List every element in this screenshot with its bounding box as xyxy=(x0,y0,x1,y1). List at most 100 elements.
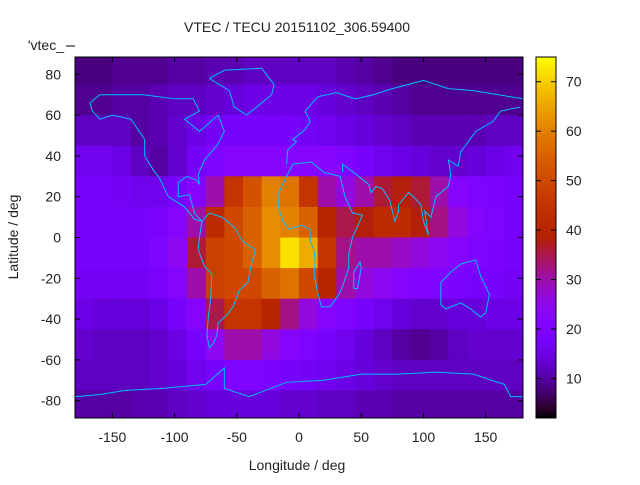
heatmap-cell xyxy=(429,237,449,269)
heatmap-cell xyxy=(317,115,337,147)
heatmap-cell xyxy=(93,145,113,177)
heatmap-cell xyxy=(75,237,95,269)
heatmap-cell xyxy=(131,115,151,147)
heatmap-cell xyxy=(261,84,281,116)
heatmap-cell xyxy=(280,145,300,177)
colorbar-tick-label: 20 xyxy=(566,321,582,337)
heatmap-cell xyxy=(411,359,431,391)
y-tick-label: -60 xyxy=(41,352,61,368)
heatmap-cell xyxy=(168,145,188,177)
heatmap-cell xyxy=(149,268,169,300)
heatmap-cell xyxy=(261,268,281,300)
heatmap-cell xyxy=(261,206,281,238)
heatmap-cell xyxy=(355,145,375,177)
heatmap-cell xyxy=(224,268,244,300)
heatmap-cell xyxy=(317,84,337,116)
heatmap-cell xyxy=(205,206,225,238)
heatmap-cell xyxy=(187,237,207,269)
heatmap-cell xyxy=(224,57,244,86)
heatmap-cell xyxy=(168,359,188,391)
heatmap-cell xyxy=(149,57,169,86)
coastline-south-america xyxy=(197,212,257,349)
heatmap-cell xyxy=(261,390,281,418)
y-axis: 80 60 40 20 0 -20 -40 -60 -80 xyxy=(41,66,523,409)
heatmap-cell xyxy=(373,145,393,177)
heatmap-cell xyxy=(448,115,468,147)
heatmap-cell xyxy=(75,268,95,300)
heatmap-cell xyxy=(485,84,505,116)
heatmap-cell xyxy=(467,57,487,86)
heatmap-cell xyxy=(317,237,337,269)
heatmap-cell xyxy=(224,206,244,238)
heatmap-cell xyxy=(168,57,188,86)
y-tick-label: 40 xyxy=(45,148,61,164)
heatmap-cell xyxy=(299,176,319,208)
heatmap-cell xyxy=(280,206,300,238)
heatmap-cell xyxy=(149,176,169,208)
heatmap-cell xyxy=(243,237,263,269)
heatmap-cell xyxy=(485,359,505,391)
heatmap-cell xyxy=(336,268,356,300)
heatmap-cell xyxy=(317,359,337,391)
heatmap-cell xyxy=(355,176,375,208)
heatmap-cell xyxy=(411,268,431,300)
heatmap-cell xyxy=(336,298,356,330)
heatmap-cell xyxy=(411,176,431,208)
heatmap-cell xyxy=(93,206,113,238)
heatmap-cell xyxy=(112,206,132,238)
legend-label: 'vtec_ xyxy=(28,37,64,53)
heatmap-cell xyxy=(336,206,356,238)
heatmap-cell xyxy=(429,298,449,330)
coastlines xyxy=(75,67,523,398)
heatmap-cell xyxy=(373,57,393,86)
heatmap-cell xyxy=(243,57,263,86)
heatmap-cell xyxy=(75,115,95,147)
heatmap-cell xyxy=(205,145,225,177)
heatmap-cell xyxy=(504,176,523,208)
heatmap-cell xyxy=(112,176,132,208)
heatmap-cell xyxy=(224,298,244,330)
heatmap-cell xyxy=(224,390,244,418)
heatmap-cell xyxy=(392,298,412,330)
heatmap-cell xyxy=(485,390,505,418)
heatmap-cell xyxy=(392,206,412,238)
y-tick-label: -80 xyxy=(41,393,61,409)
heatmap-cell xyxy=(336,57,356,86)
colorbar-tick-label: 40 xyxy=(566,222,582,238)
heatmap-cell xyxy=(504,206,523,238)
heatmap-cell xyxy=(411,57,431,86)
heatmap-cell xyxy=(75,176,95,208)
heatmap-cell xyxy=(392,84,412,116)
heatmap-cell xyxy=(280,298,300,330)
heatmap-cell xyxy=(392,359,412,391)
colorbar-ticks: 70 60 50 40 30 20 10 xyxy=(536,74,582,386)
heatmap-cell xyxy=(355,115,375,147)
heatmap-cell xyxy=(280,329,300,361)
heatmap-cell xyxy=(355,329,375,361)
heatmap-cell xyxy=(429,84,449,116)
heatmap-cell xyxy=(485,145,505,177)
heatmap-cell xyxy=(448,145,468,177)
heatmap-cell xyxy=(280,268,300,300)
heatmap-cell xyxy=(205,115,225,147)
heatmap-cell xyxy=(485,57,505,86)
heatmap-cell xyxy=(355,359,375,391)
heatmap-cell xyxy=(75,57,95,86)
heatmap-cell xyxy=(112,237,132,269)
heatmap-cell xyxy=(131,268,151,300)
colorbar-tick-label: 60 xyxy=(566,123,582,139)
heatmap-cell xyxy=(168,115,188,147)
y-tick-label: 20 xyxy=(45,189,61,205)
heatmap-cell xyxy=(75,206,95,238)
heatmap-cell xyxy=(205,268,225,300)
heatmap-cell xyxy=(373,206,393,238)
heatmap-cell xyxy=(112,298,132,330)
colorbar-tick-label: 50 xyxy=(566,173,582,189)
heatmap-cell xyxy=(485,237,505,269)
heatmap-cell xyxy=(336,145,356,177)
heatmap-cell xyxy=(504,237,523,269)
heatmap-cell xyxy=(187,115,207,147)
heatmap-cell xyxy=(187,268,207,300)
heatmap-cell xyxy=(75,359,95,391)
heatmap-cell xyxy=(411,329,431,361)
